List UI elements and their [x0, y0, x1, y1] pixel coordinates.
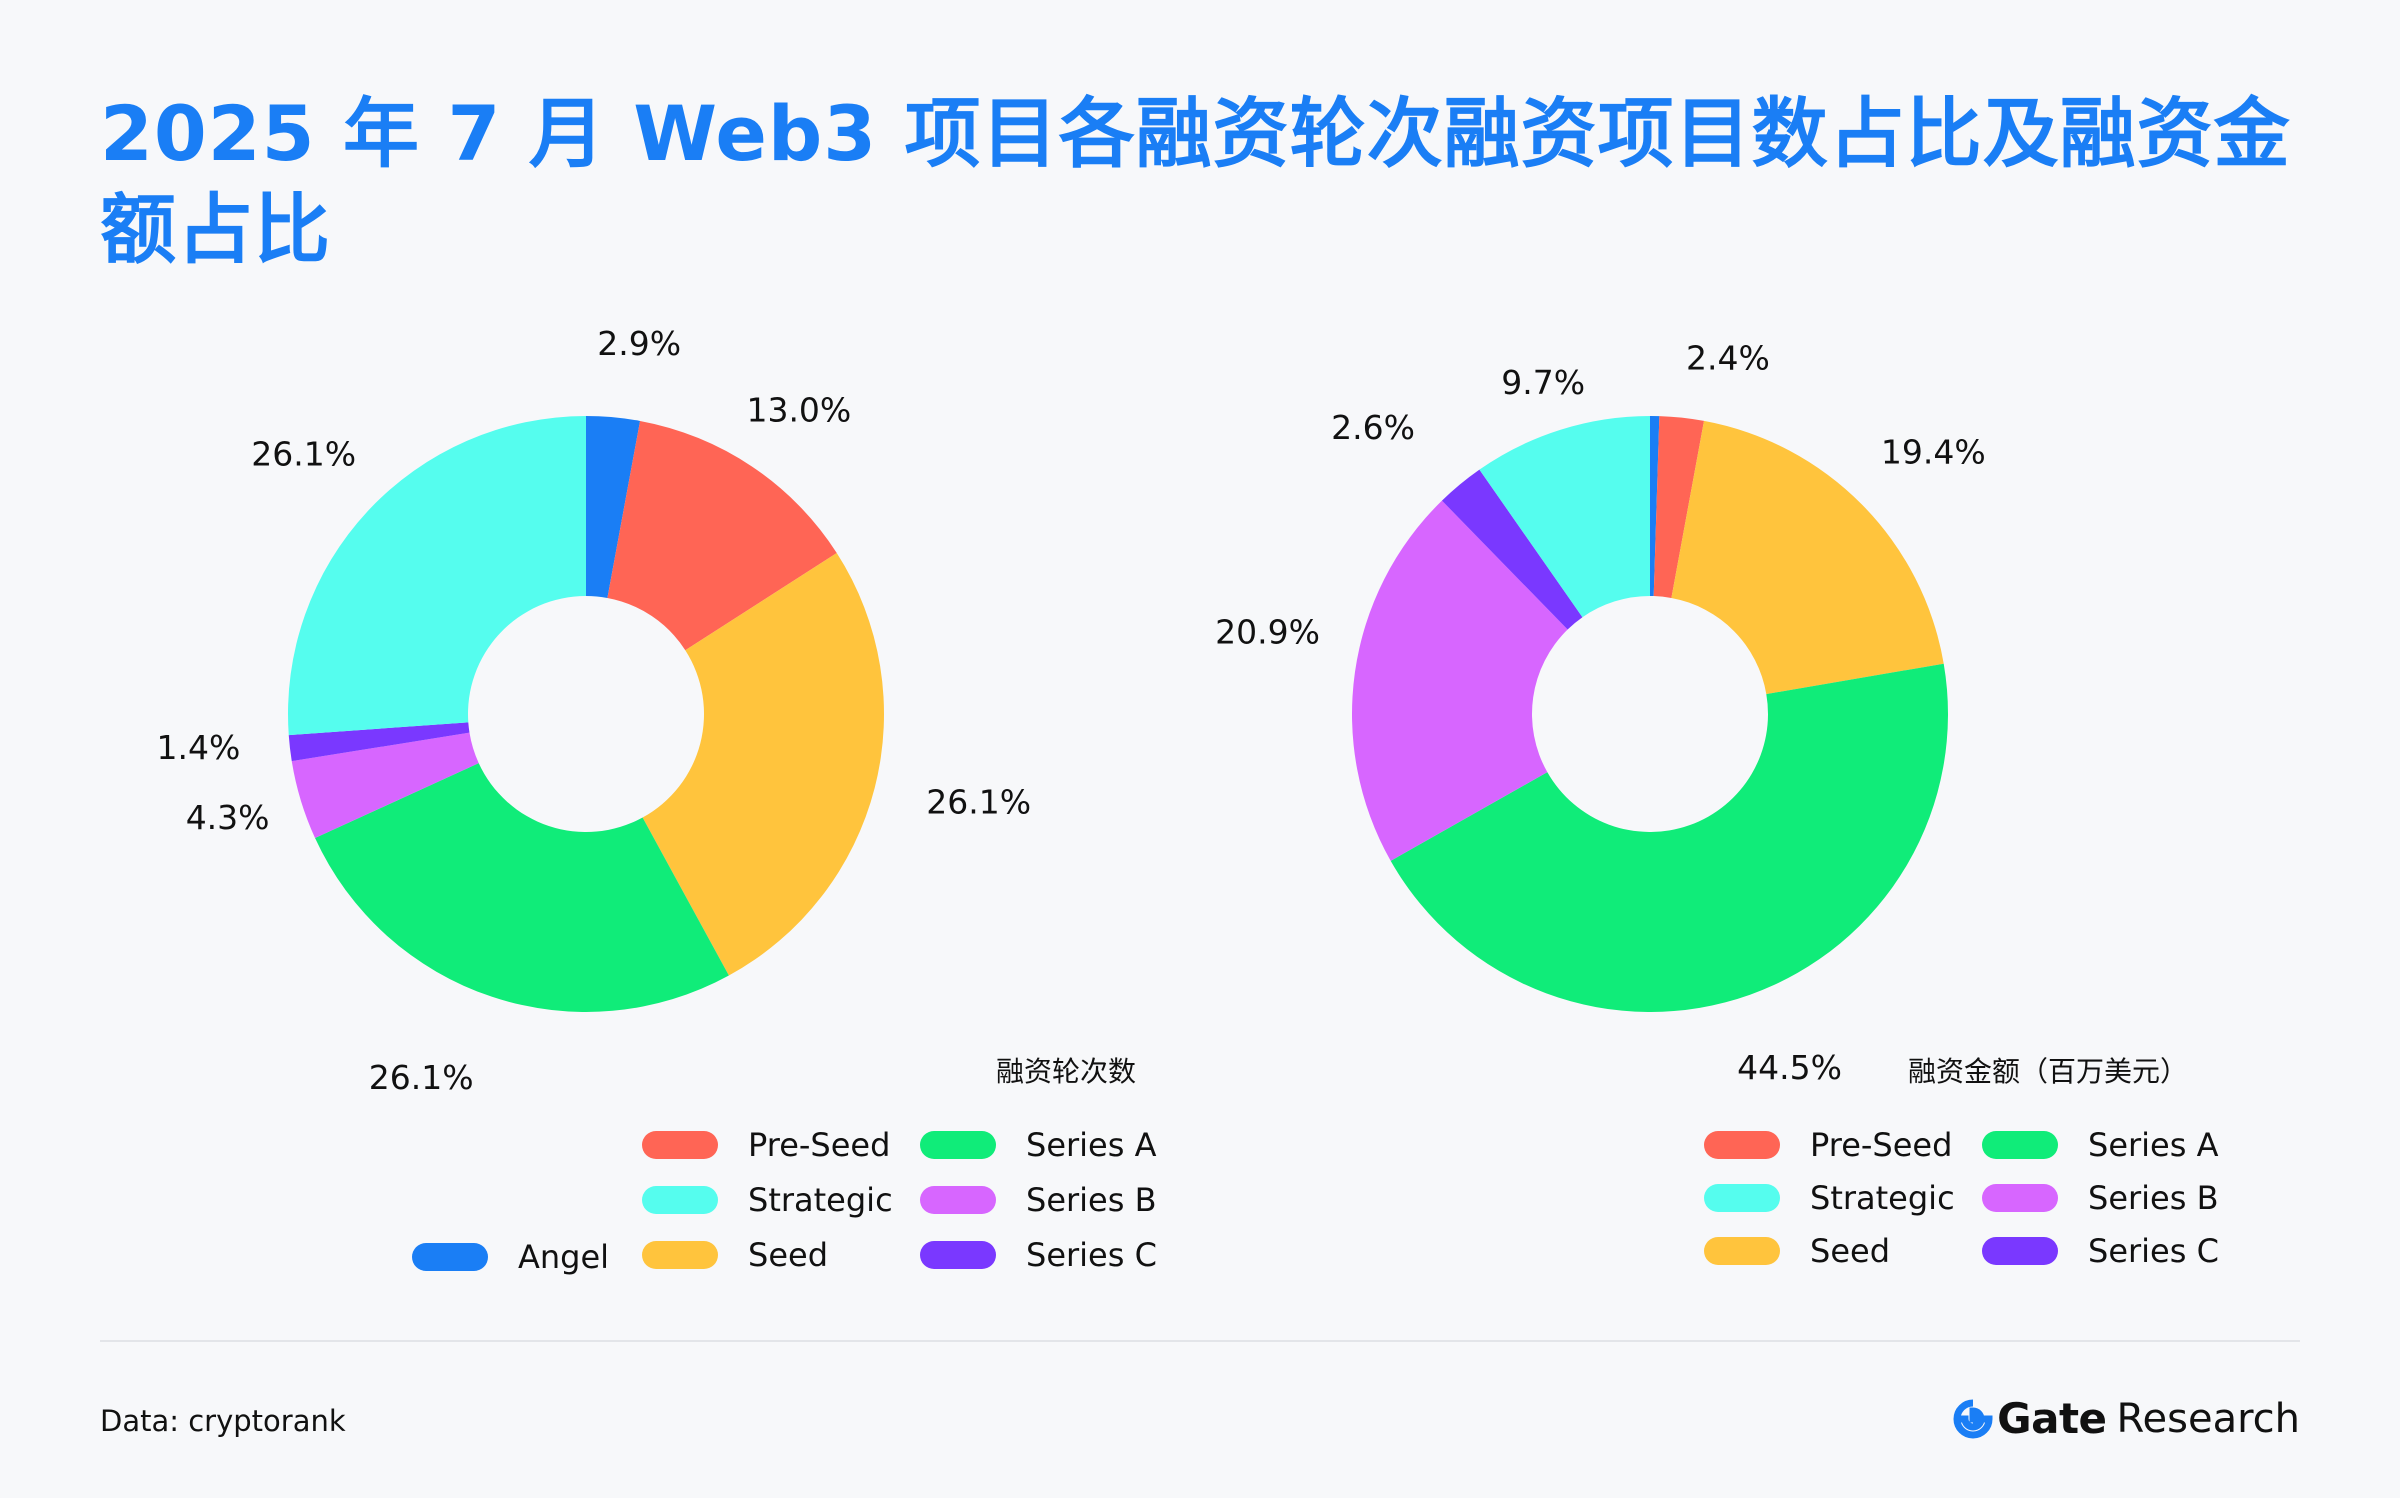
- legend-item-series-c: Series C: [920, 1235, 1157, 1275]
- slice-pre-seed: [1653, 416, 1704, 598]
- legend-label: Series B: [2088, 1179, 2219, 1217]
- legend-swatch: [1982, 1131, 2058, 1159]
- gate-logo-icon: [1953, 1399, 1993, 1438]
- legend-item-seed: Seed: [642, 1235, 828, 1275]
- legend-item-series-a: Series A: [920, 1125, 1156, 1165]
- legend-item-angel: Angel: [412, 1237, 609, 1277]
- legend-label: Series A: [1026, 1126, 1157, 1164]
- data-label-strategic: 26.1%: [251, 434, 356, 473]
- legend-label: Series C: [1026, 1236, 1157, 1274]
- amount-caption: 融资金额（百万美元）: [1908, 1055, 2189, 1088]
- slice-pre-seed: [607, 420, 837, 651]
- legend-swatch: [1704, 1184, 1780, 1212]
- legend-label: Pre-Seed: [748, 1126, 891, 1164]
- legend-swatch: [920, 1131, 996, 1159]
- legend-swatch: [920, 1186, 996, 1214]
- slice-strategic: [1479, 416, 1650, 618]
- legend-label: Strategic: [748, 1181, 893, 1219]
- data-label-series-a: 26.1%: [369, 1058, 474, 1097]
- data-label-series-c: 1.4%: [156, 728, 240, 767]
- legend-swatch: [1704, 1131, 1780, 1159]
- footer-divider: [100, 1340, 2300, 1342]
- legend-swatch: [1704, 1237, 1780, 1265]
- data-label-pre-seed: 13.0%: [746, 390, 851, 429]
- chart-title: 2025 年 7 月 Web3 项目各融资轮次融资项目数占比及融资金额占比: [100, 89, 2291, 274]
- legend-item-pre-seed: Pre-Seed: [1704, 1125, 1952, 1165]
- pie-chart-amount: 2.4% 19.4% 44.5% 20.9% 2.6% 9.7%: [1215, 339, 1986, 1087]
- legend-item-series-b: Series B: [1982, 1178, 2219, 1218]
- legend-swatch: [1982, 1237, 2058, 1265]
- legend-label: Pre-Seed: [1810, 1126, 1953, 1164]
- pie-chart-rounds: 2.9% 13.0% 26.1% 26.1% 4.3% 1.4% 26.1%: [156, 324, 1031, 1097]
- legend-swatch: [412, 1243, 488, 1271]
- data-label-strategic: 9.7%: [1501, 363, 1585, 402]
- slice-series-c: [288, 722, 470, 762]
- data-label-series-a: 44.5%: [1737, 1048, 1842, 1087]
- legend-swatch: [920, 1241, 996, 1269]
- slice-series-b: [291, 732, 479, 839]
- legend-swatch: [1982, 1184, 2058, 1212]
- data-label-seed: 26.1%: [926, 783, 1031, 822]
- slice-seed: [1671, 420, 1944, 695]
- slice-series-b: [1351, 500, 1568, 861]
- data-source: Data: cryptorank: [100, 1404, 346, 1438]
- legend-swatch: [642, 1241, 718, 1269]
- data-label-angel: 2.9%: [597, 324, 681, 363]
- legend-swatch: [642, 1131, 718, 1159]
- rounds-caption: 融资轮次数: [996, 1055, 1137, 1088]
- slice-series-a: [1390, 663, 1948, 1012]
- legend-label: Seed: [1810, 1232, 1890, 1270]
- slice-angel: [586, 416, 641, 598]
- data-label-series-c: 2.6%: [1331, 408, 1415, 447]
- legend-label: Series A: [2088, 1126, 2219, 1164]
- brand-name: Gate: [1997, 1394, 2107, 1443]
- brand-subtitle: Research: [2116, 1395, 2300, 1442]
- data-label-pre-seed: 2.4%: [1686, 339, 1770, 378]
- slice-angel: [1650, 416, 1660, 597]
- slice-series-a: [315, 763, 729, 1012]
- legend-label: Angel: [518, 1238, 610, 1276]
- legend-label: Series B: [1026, 1181, 1157, 1219]
- data-label-seed: 19.4%: [1881, 432, 1986, 471]
- legend-item-strategic: Strategic: [1704, 1178, 1955, 1218]
- legend-item-seed: Seed: [1704, 1231, 1890, 1271]
- data-label-series-b: 4.3%: [186, 798, 270, 837]
- legend-label: Seed: [748, 1236, 828, 1274]
- slice-series-c: [1441, 469, 1583, 630]
- legend-label: Series C: [2088, 1232, 2219, 1270]
- slice-strategic: [288, 416, 586, 736]
- legend-item-series-a: Series A: [1982, 1125, 2218, 1165]
- legend-item-series-b: Series B: [920, 1180, 1157, 1220]
- legend-item-strategic: Strategic: [642, 1180, 893, 1220]
- legend-swatch: [642, 1186, 718, 1214]
- legend-item-series-c: Series C: [1982, 1231, 2219, 1271]
- legend-label: Strategic: [1810, 1179, 1955, 1217]
- legend-item-pre-seed: Pre-Seed: [642, 1125, 890, 1165]
- brand-logo: Gate Research: [1953, 1394, 2300, 1443]
- slice-seed: [642, 552, 884, 976]
- data-label-series-b: 20.9%: [1215, 612, 1320, 651]
